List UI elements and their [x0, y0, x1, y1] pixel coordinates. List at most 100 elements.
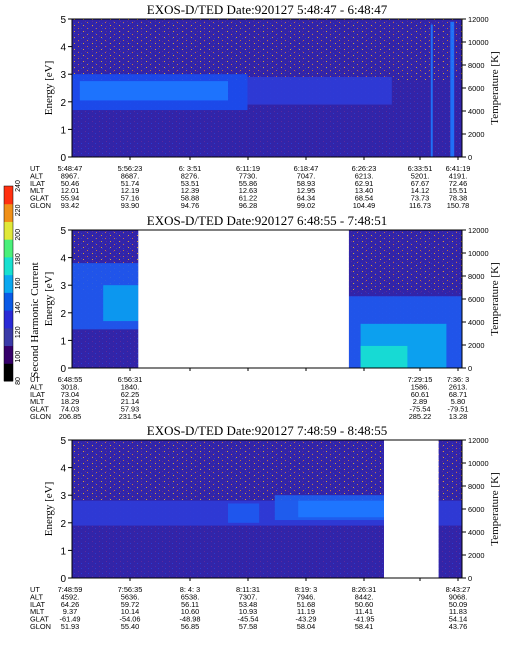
table-cell: 56.85: [181, 622, 200, 631]
table-cell: -79.51: [448, 405, 469, 414]
y-axis-label: Energy [eV]: [43, 272, 55, 326]
y2-tick-label: 2000: [468, 130, 484, 139]
table-cell: 55.86: [239, 179, 258, 188]
table-cell: 7:29:15: [408, 375, 433, 384]
y2-axis-label: Temperature [K]: [489, 472, 501, 545]
table-cell: 10.60: [181, 607, 200, 616]
chart-panel-1: EXOS-D/TED Date:920127 5:48:47 - 6:48:47…: [30, 2, 501, 210]
y-tick-label: 3: [60, 281, 66, 292]
table-cell: 62.25: [121, 390, 140, 399]
colorbar-label: Second Harmonic Current: [29, 262, 41, 377]
colorbar-swatch: [4, 292, 13, 311]
table-cell: 8:26:31: [352, 585, 377, 594]
table-row-label: GLAT: [30, 615, 49, 624]
table-cell: 73.04: [61, 390, 80, 399]
y-tick-label: 4: [60, 43, 66, 54]
chart-title: EXOS-D/TED Date:920127 6:48:55 - 7:48:51: [147, 213, 387, 228]
colorbar-tick-label: 80: [15, 377, 22, 385]
table-cell: 5:56:23: [118, 164, 143, 173]
table-cell: 13.28: [449, 412, 468, 421]
table-cell: 55.40: [121, 622, 140, 631]
table-cell: 21.14: [121, 397, 140, 406]
table-cell: 64.34: [297, 194, 316, 203]
table-row-label: MLT: [30, 397, 45, 406]
table-row-label: MLT: [30, 186, 45, 195]
table-cell: 53.51: [181, 179, 200, 188]
y-tick-label: 5: [60, 226, 66, 237]
data-gap-1: [138, 229, 349, 369]
colorbar: 80 100 120 140 160 180 200 220 240 Second Harmoni…: [3, 180, 41, 385]
colorbar-swatch: [4, 274, 13, 293]
table-cell: 4592.: [61, 592, 80, 601]
y2-tick-label: 6000: [468, 295, 484, 304]
table-row-label: ALT: [30, 382, 43, 391]
table-cell: -54.06: [120, 615, 141, 624]
y2-axis-label: Temperature [K]: [489, 51, 501, 124]
table-cell: 104.49: [353, 201, 376, 210]
y2-tick-label: 4000: [468, 318, 484, 327]
table-cell: 8442.: [355, 592, 374, 601]
table-cell: 43.76: [449, 622, 468, 631]
table-cell: 57.16: [121, 194, 140, 203]
table-cell: 150.78: [447, 201, 470, 210]
table-cell: 50.60: [355, 600, 374, 609]
y2-tick-label: 0: [468, 574, 472, 583]
spectrum-band-2: [228, 503, 260, 523]
colorbar-tick-label: 220: [15, 204, 22, 216]
table-cell: 2613.: [449, 382, 468, 391]
table-cell: 62.91: [355, 179, 374, 188]
colorbar-swatch: [4, 186, 13, 205]
table-cell: -61.49: [60, 615, 81, 624]
spectrum-band-2: [103, 285, 139, 322]
table-cell: 72.46: [449, 179, 468, 188]
y2-tick-label: 2000: [468, 551, 484, 560]
table-cell: 6:18:47: [294, 164, 319, 173]
y-tick-label: 3: [60, 70, 66, 81]
data-gap-1: [384, 439, 439, 579]
table-cell: 8687.: [121, 171, 140, 180]
y-tick-label: 0: [60, 153, 66, 164]
table-cell: 1586.: [411, 382, 430, 391]
colorbar-swatch: [4, 327, 13, 347]
table-cell: 2.89: [413, 397, 427, 406]
y-axis-label: Energy [eV]: [43, 482, 55, 536]
table-cell: -43.29: [296, 615, 317, 624]
table-cell: 12.19: [121, 186, 140, 195]
y2-tick-label: 12000: [468, 436, 489, 445]
y2-tick-label: 4000: [468, 107, 484, 116]
table-cell: 8:11:31: [236, 585, 260, 594]
table-row-label: MLT: [30, 607, 45, 616]
table-cell: 14.12: [411, 186, 430, 195]
table-cell: 15.51: [449, 186, 468, 195]
spectrum-band-5: [438, 500, 462, 526]
table-cell: 18.29: [61, 397, 80, 406]
table-cell: 56.11: [181, 600, 199, 609]
y-tick-label: 4: [60, 254, 66, 265]
colorbar-tick-label: 120: [15, 326, 22, 338]
table-cell: 59.72: [121, 600, 140, 609]
table-cell: 6:41:19: [446, 164, 471, 173]
spectrum-band-3: [247, 76, 392, 105]
chart-panel-3: EXOS-D/TED Date:920127 7:48:59 - 8:48:55…: [30, 423, 501, 631]
table-cell: 51.93: [61, 622, 80, 631]
table-cell: 73.73: [411, 194, 430, 203]
table-cell: 6:26:23: [352, 164, 377, 173]
table-cell: 53.48: [239, 600, 258, 609]
colorbar-tick-label: 180: [15, 253, 22, 265]
table-cell: 57.58: [239, 622, 258, 631]
table-cell: 67.67: [411, 179, 430, 188]
table-cell: 54.14: [449, 615, 468, 624]
table-cell: 6:48:55: [58, 375, 83, 384]
y-tick-label: 1: [60, 125, 66, 136]
chart-title: EXOS-D/TED Date:920127 5:48:47 - 6:48:47: [147, 2, 388, 17]
table-cell: 68.54: [355, 194, 374, 203]
table-cell: 58.04: [297, 622, 316, 631]
colorbar-swatch: [4, 256, 13, 276]
table-cell: 58.41: [355, 622, 374, 631]
table-cell: 7307.: [239, 592, 258, 601]
table-cell: 1840.: [121, 382, 140, 391]
table-cell: 11.83: [449, 607, 467, 616]
y2-tick-label: 8000: [468, 61, 484, 70]
colorbar-tick-label: 140: [15, 302, 22, 314]
y2-tick-label: 0: [468, 364, 472, 373]
